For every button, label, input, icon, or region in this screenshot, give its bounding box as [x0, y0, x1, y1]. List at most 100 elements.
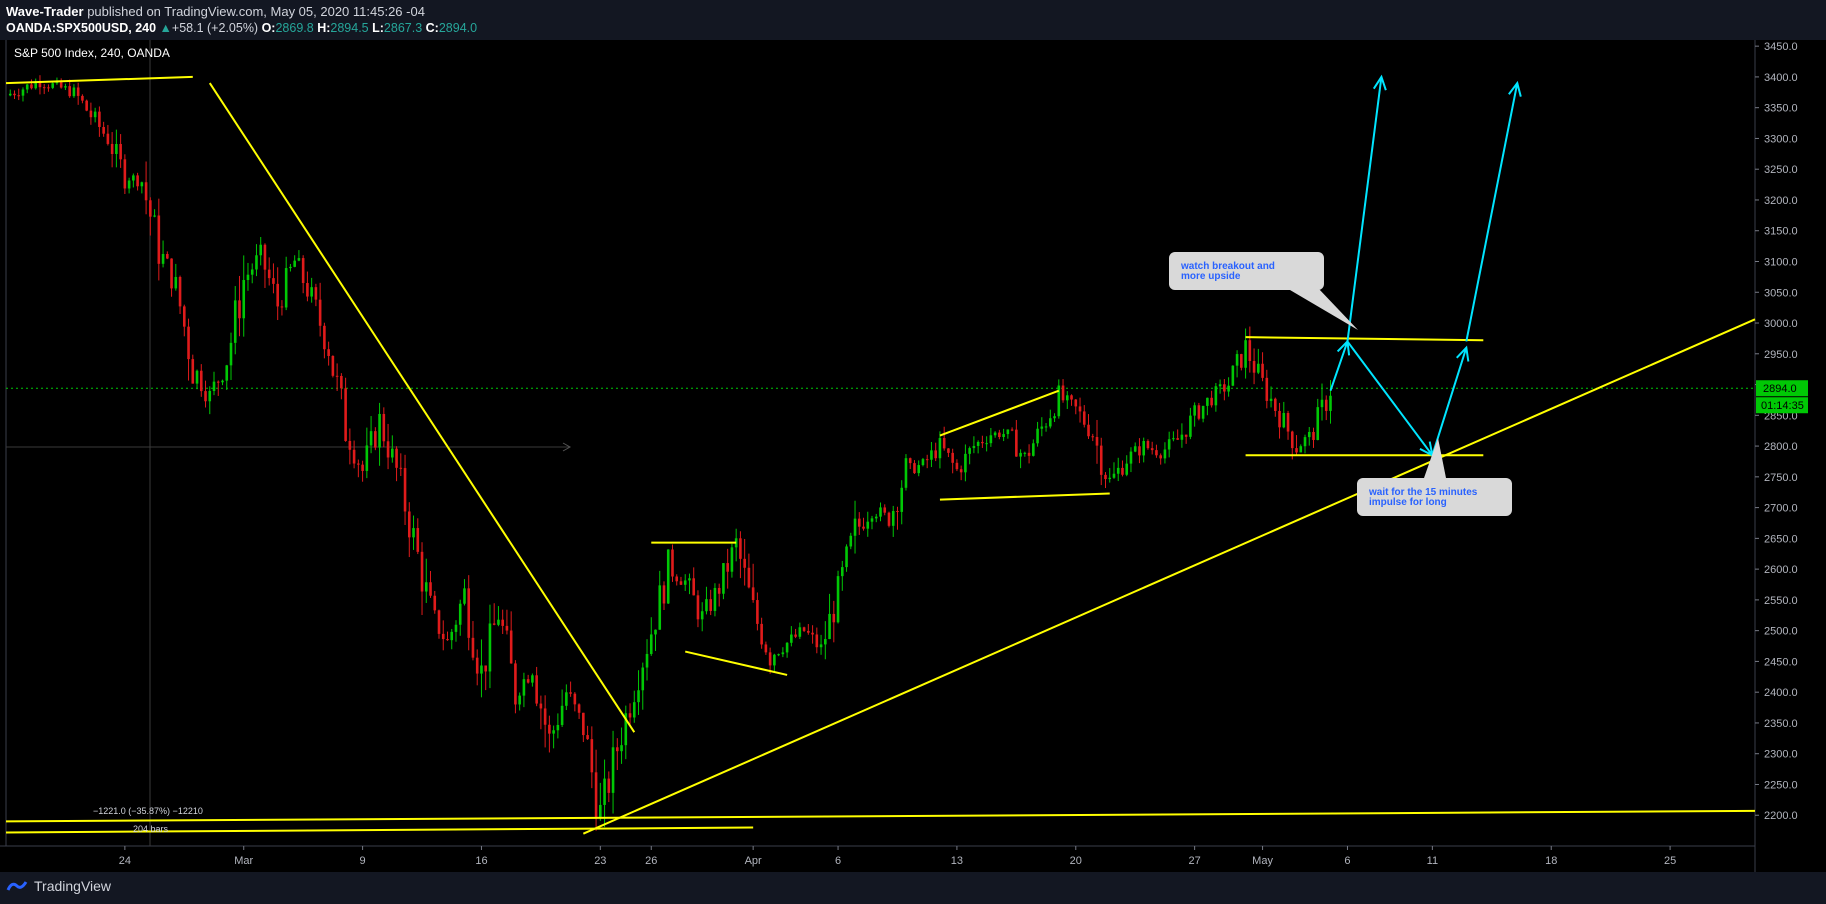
- candle-bull: [259, 244, 263, 256]
- candle-bull: [1218, 384, 1222, 387]
- candle-bear: [925, 459, 929, 461]
- candle-bear: [548, 724, 551, 734]
- candle-bull: [21, 89, 25, 96]
- candle-bear: [1091, 436, 1095, 438]
- candle-bull: [900, 487, 904, 512]
- candle-bull: [174, 276, 178, 289]
- candle-bull: [8, 93, 12, 96]
- low-label: L:: [372, 21, 384, 35]
- candle-bull: [641, 667, 645, 691]
- open-label: O:: [261, 21, 276, 35]
- candle-bear: [30, 84, 33, 89]
- candle-bull: [828, 613, 831, 640]
- author-name[interactable]: Wave-Trader: [6, 4, 84, 19]
- candle-bull: [658, 585, 662, 630]
- candle-bull: [976, 441, 980, 446]
- callout-tail: [1424, 438, 1446, 478]
- y-tick-label: 3050.0: [1764, 287, 1798, 299]
- candle-bear: [38, 82, 42, 88]
- candle-bull: [1049, 418, 1052, 427]
- candle-bear: [1074, 399, 1078, 407]
- candle-bull: [289, 266, 292, 269]
- candle-bear: [157, 215, 161, 264]
- candle-bear: [1223, 384, 1226, 392]
- candle-bear: [263, 244, 267, 270]
- tradingview-brand[interactable]: TradingView: [6, 878, 111, 894]
- candle-bull: [1299, 446, 1303, 453]
- trendline: [5, 826, 754, 834]
- price-chart[interactable]: 2200.0 2250.0 2300.0 2350.0 2400.0 2450.0 2500…: [0, 40, 1826, 872]
- y-tick-label: 2300.0: [1764, 749, 1798, 761]
- candle-bull: [284, 268, 288, 308]
- projection-arrow: [1329, 339, 1468, 458]
- candle-bull: [369, 431, 373, 446]
- candle-bear: [1155, 450, 1158, 456]
- candle-bear: [471, 637, 475, 658]
- candle-bull: [849, 535, 853, 547]
- candle-bull: [866, 521, 870, 529]
- candle-bull: [611, 747, 615, 793]
- candle-bear: [717, 587, 721, 594]
- candle-bull: [785, 642, 789, 653]
- candle-bear: [628, 713, 632, 718]
- candle-bull: [666, 549, 670, 604]
- candle-bull: [1329, 395, 1332, 411]
- symbol-label[interactable]: OANDA:SPX500USD, 240: [6, 21, 157, 35]
- candle-bull: [1112, 473, 1116, 478]
- candle-bear: [1099, 445, 1103, 475]
- x-tick-label: 11: [1427, 855, 1438, 867]
- candle-bear: [501, 619, 504, 626]
- arrowhead-icon: [1372, 74, 1387, 91]
- candle-bear: [429, 582, 432, 596]
- candle-bull: [1108, 477, 1112, 480]
- candle-bear: [675, 576, 679, 582]
- candle-bear: [981, 441, 984, 444]
- candle-bull: [310, 287, 313, 297]
- chart-title: S&P 500 Index, 240, OANDA: [14, 46, 170, 60]
- callout-text: more upside: [1181, 271, 1241, 282]
- candle-bull: [989, 435, 993, 444]
- candle-bear: [1015, 429, 1018, 457]
- candle-bull: [819, 644, 823, 648]
- trendline: [939, 492, 1110, 501]
- candle-bull: [34, 82, 38, 89]
- candle-bear: [475, 657, 479, 674]
- candle-bear: [526, 679, 530, 683]
- candle-bull: [921, 459, 925, 466]
- candle-bull: [1116, 467, 1120, 474]
- candle-bear: [505, 625, 509, 631]
- candle-bear: [1240, 354, 1243, 368]
- candle-bear: [382, 413, 386, 442]
- x-tick-label: 24: [119, 855, 131, 867]
- candle-bear: [1027, 452, 1031, 456]
- candle-bull: [1044, 426, 1048, 428]
- candle-bull: [1002, 434, 1005, 437]
- candle-bear: [1082, 411, 1086, 425]
- candle-bull: [1201, 405, 1205, 419]
- x-tick-label: Apr: [745, 855, 762, 867]
- candle-bull: [72, 87, 76, 97]
- candle-bull: [870, 518, 874, 522]
- candle-bear: [280, 306, 284, 308]
- candle-bear: [539, 703, 543, 709]
- candle-bear: [1061, 385, 1065, 401]
- candle-bear: [216, 381, 220, 383]
- ohlc-legend: OANDA:SPX500USD, 240 ▲+58.1 (+2.05%) O:2…: [6, 21, 477, 35]
- candle-bull: [1040, 426, 1044, 429]
- candle-bear: [747, 567, 751, 588]
- candle-bull: [132, 175, 135, 181]
- candle-bear: [17, 95, 21, 97]
- candle-bull: [480, 665, 483, 674]
- candle-bull: [722, 563, 725, 594]
- candle-bear: [590, 739, 594, 773]
- candle-bull: [463, 588, 466, 604]
- candle-bear: [102, 126, 105, 134]
- candle-bear: [42, 87, 46, 89]
- candle-bull: [917, 465, 921, 474]
- candle-bull: [51, 83, 54, 88]
- candle-bear: [238, 300, 241, 319]
- callout-text: impulse for long: [1369, 497, 1447, 508]
- close-label: C:: [425, 21, 439, 35]
- candle-bear: [407, 511, 411, 538]
- y-tick-label: 2650.0: [1764, 533, 1798, 545]
